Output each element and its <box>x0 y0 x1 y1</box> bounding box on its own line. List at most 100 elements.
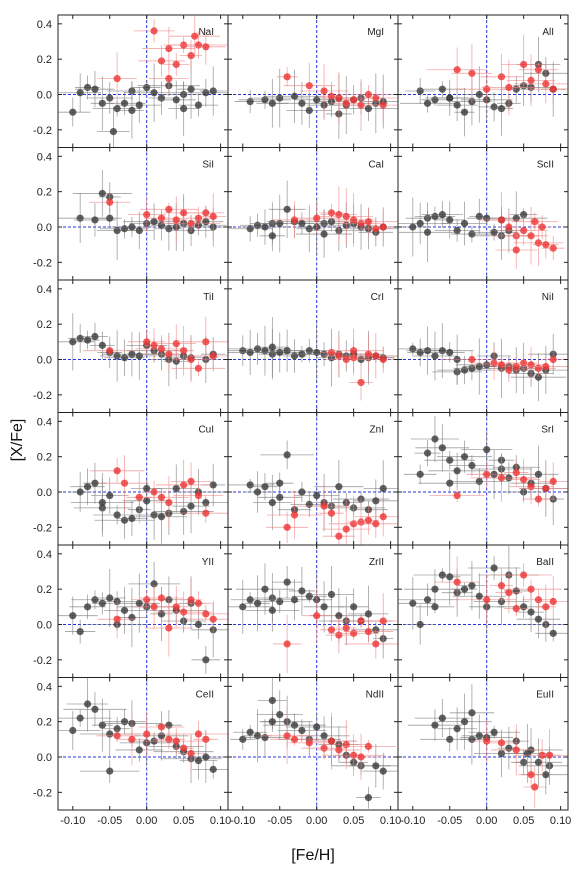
group-a-point <box>431 585 439 593</box>
group-b-point <box>542 603 550 611</box>
group-a-point <box>91 479 99 487</box>
group-a-point <box>261 96 269 104</box>
group-a-point <box>69 612 77 620</box>
panel-tii: -0.2 0.0 0.2 0.4 TiI <box>33 279 229 413</box>
group-b-point <box>209 352 217 360</box>
group-b-point <box>194 730 203 738</box>
group-b-point <box>364 742 373 751</box>
group-a-point <box>120 718 129 726</box>
group-b-point <box>202 509 210 517</box>
group-a-point <box>98 341 106 349</box>
group-a-point <box>534 615 543 623</box>
group-b-point <box>335 211 343 219</box>
group-a-point <box>534 758 543 766</box>
group-a-point <box>187 502 195 510</box>
group-b-point <box>520 359 528 367</box>
group-a-point <box>460 585 469 593</box>
group-a-point <box>172 484 180 493</box>
group-a-point <box>423 596 432 604</box>
group-b-point <box>379 101 387 109</box>
group-a-point <box>364 105 373 113</box>
group-b-point <box>157 57 166 65</box>
group-b-point <box>342 741 350 749</box>
group-b-point <box>372 225 380 233</box>
group-b-point <box>327 209 336 217</box>
group-b-point <box>150 341 158 349</box>
group-a-point <box>128 106 136 114</box>
group-b-point <box>542 362 550 371</box>
group-b-point <box>290 216 299 224</box>
y-tick-label: -0.2 <box>33 125 52 137</box>
group-a-point <box>261 347 269 355</box>
group-b-point <box>350 96 358 104</box>
group-b-point <box>372 520 380 528</box>
panel-label: AlI <box>542 27 554 38</box>
group-a-point <box>165 721 173 729</box>
y-tick-label: -0.2 <box>33 257 52 269</box>
group-b-point <box>512 246 520 254</box>
group-b-point <box>194 599 203 607</box>
group-a-point <box>246 348 254 357</box>
group-a-point <box>283 347 291 355</box>
group-a-point <box>120 606 129 614</box>
group-a-point <box>209 87 217 95</box>
group-b-point <box>180 481 188 489</box>
group-a-point <box>83 336 92 344</box>
group-a-point <box>423 449 432 457</box>
group-a-point <box>135 352 143 360</box>
group-a-point <box>512 587 520 595</box>
group-a-point <box>372 497 380 505</box>
y-tick-label: 0.2 <box>37 187 52 199</box>
group-a-point <box>276 479 284 487</box>
group-b-point <box>531 783 539 791</box>
group-a-point <box>268 232 276 240</box>
group-b-point <box>143 211 151 219</box>
group-b-point <box>350 629 358 637</box>
group-a-point <box>128 223 136 231</box>
group-b-point <box>165 44 173 53</box>
group-a-point <box>423 99 432 107</box>
group-b-point <box>194 364 203 372</box>
panel-mgi: MgI <box>227 14 399 148</box>
group-a-point <box>83 700 92 708</box>
group-a-point <box>143 484 151 493</box>
group-a-point <box>431 603 439 611</box>
group-a-point <box>460 366 469 374</box>
group-a-point <box>91 705 99 713</box>
panel-label: YII <box>202 557 214 568</box>
group-b-point <box>512 468 520 477</box>
group-b-point <box>357 101 365 109</box>
x-tick-label: -0.05 <box>437 815 462 827</box>
panel-cui: -0.2 0.0 0.2 0.4 CuI <box>33 412 229 546</box>
group-b-point <box>150 603 158 611</box>
group-b-point <box>497 73 506 81</box>
group-a-point <box>276 597 284 606</box>
panel-label: EuII <box>536 690 554 701</box>
group-b-point <box>372 640 380 648</box>
group-a-point <box>298 726 306 735</box>
group-a-point <box>283 205 291 213</box>
group-a-point <box>298 488 306 496</box>
panel-ali: AlI <box>397 14 569 148</box>
group-a-point <box>431 96 439 104</box>
group-a-point <box>268 499 276 507</box>
group-a-point <box>298 99 306 107</box>
group-b-point <box>283 640 291 648</box>
group-b-point <box>165 205 173 213</box>
panel-yii: -0.2 0.0 0.2 0.4 YII <box>33 544 229 678</box>
group-b-point <box>187 355 195 364</box>
y-tick-label: 0.2 <box>37 319 52 331</box>
group-b-point <box>512 746 520 754</box>
panel-frame <box>397 677 569 811</box>
group-a-point <box>460 108 469 116</box>
group-b-point <box>327 626 336 634</box>
group-b-point <box>194 41 203 49</box>
panel-zrii: ZrII <box>227 544 399 678</box>
group-a-point <box>276 493 284 501</box>
group-a-point <box>113 226 121 235</box>
panel-cri: CrI <box>227 279 399 413</box>
group-b-point <box>483 737 491 745</box>
group-b-point <box>172 603 180 611</box>
group-a-point <box>468 461 476 470</box>
